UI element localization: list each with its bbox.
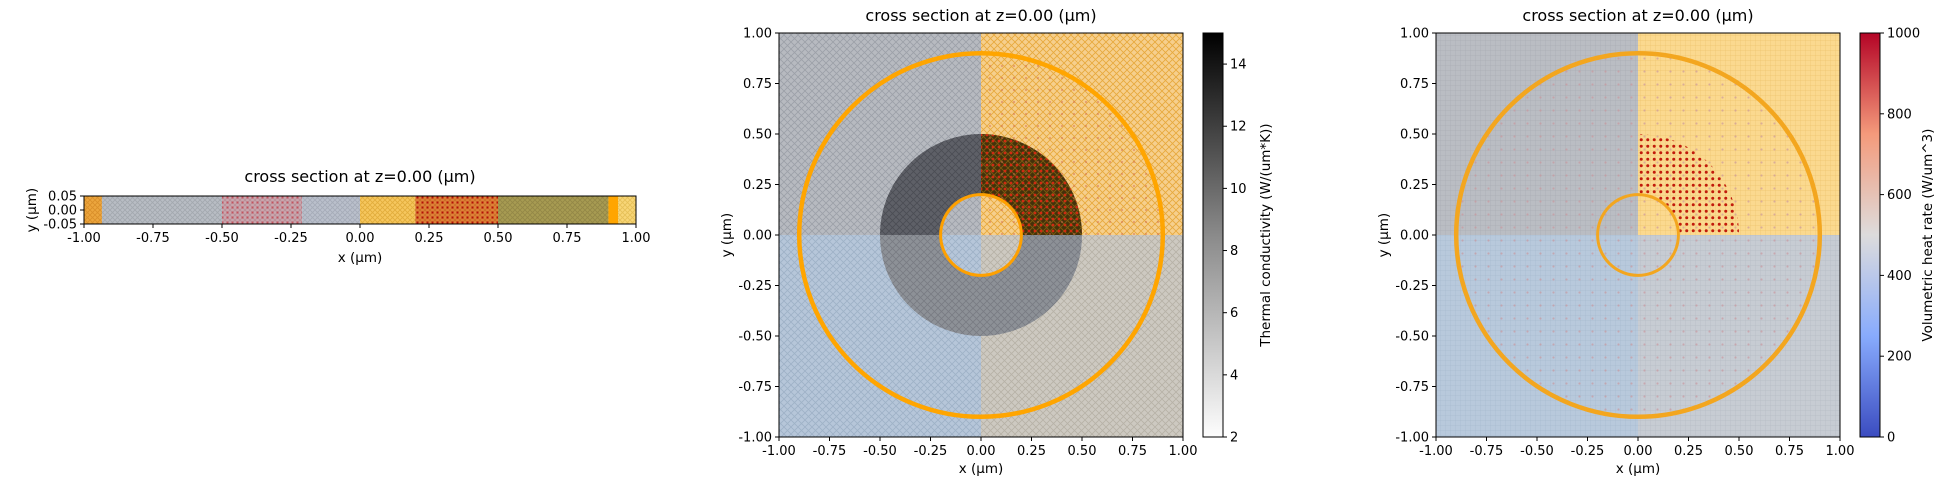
colorbar	[1203, 33, 1223, 437]
chart2-ylabel: y (μm)	[718, 212, 735, 258]
strip-segment-dots	[415, 196, 498, 224]
x-tick-label: -0.50	[205, 231, 239, 246]
x-tick-label: -0.50	[863, 444, 897, 459]
strip-segment-dots	[222, 196, 303, 224]
x-tick-label: -1.00	[1419, 444, 1453, 459]
colorbar-tick-label: 10	[1230, 182, 1247, 197]
strip-segment-hatch	[101, 196, 222, 224]
x-tick-label: 1.00	[1826, 444, 1855, 459]
ring-r0.9	[1453, 50, 1823, 420]
y-tick-label: -1.00	[1395, 431, 1429, 446]
x-tick-label: 0.50	[1068, 444, 1097, 459]
y-tick-label: -0.50	[738, 330, 772, 345]
y-tick-label: -0.05	[43, 218, 77, 233]
colorbar-tick-label: 400	[1887, 269, 1912, 284]
y-tick-label: 1.00	[1400, 27, 1429, 42]
x-tick-label: -0.25	[914, 444, 948, 459]
colorbar-tick-label: 0	[1887, 431, 1895, 446]
ring-r0.2	[939, 193, 1023, 277]
colorbar-tick-label: 200	[1887, 350, 1912, 365]
x-tick-label: 0.25	[1674, 444, 1703, 459]
y-tick-label: 0.75	[743, 77, 772, 92]
x-tick-label: -0.25	[1571, 444, 1605, 459]
y-tick-label: -1.00	[738, 431, 772, 446]
y-tick-label: -0.25	[738, 279, 772, 294]
x-tick-label: -1.00	[67, 231, 101, 246]
y-tick-label: 0.00	[743, 229, 772, 244]
strip-segment	[608, 196, 619, 224]
x-tick-label: -0.75	[1470, 444, 1504, 459]
x-tick-label: -1.00	[762, 444, 796, 459]
y-tick-label: 1.00	[743, 27, 772, 42]
dot-field	[1456, 53, 1820, 417]
chart2-xlabel: x (μm)	[958, 461, 1004, 477]
colorbar-tick-label: 2	[1230, 431, 1238, 446]
colorbar-tick-label: 12	[1230, 120, 1247, 135]
chart3-title: cross section at z=0.00 (μm)	[1522, 6, 1754, 25]
x-tick-label: -0.75	[813, 444, 847, 459]
y-tick-label: 0.75	[1400, 77, 1429, 92]
y-tick-label: 0.00	[1400, 229, 1429, 244]
y-tick-label: 0.00	[48, 204, 77, 219]
strip-segment-hatch	[302, 196, 360, 224]
x-tick-label: -0.75	[136, 231, 170, 246]
y-tick-label: -0.50	[1395, 330, 1429, 345]
colorbar-tick-label: 800	[1887, 107, 1912, 122]
colorbar-tick-label: 4	[1230, 368, 1238, 383]
x-tick-label: 0.00	[967, 444, 996, 459]
colorbar-tick-label: 8	[1230, 244, 1238, 259]
x-tick-label: -0.50	[1520, 444, 1554, 459]
annulus-hatch	[981, 235, 1082, 336]
x-tick-label: 0.75	[553, 231, 582, 246]
y-tick-label: -0.75	[738, 380, 772, 395]
ring-r0.2	[1596, 193, 1680, 277]
colorbar-tick-label: 6	[1230, 306, 1238, 321]
chart1-xlabel: x (μm)	[337, 250, 383, 266]
y-tick-label: 0.05	[48, 190, 77, 205]
annulus-hatch	[880, 235, 981, 336]
y-tick-label: 0.50	[743, 128, 772, 143]
x-tick-label: 0.75	[1775, 444, 1804, 459]
x-tick-label: 0.50	[1725, 444, 1754, 459]
chart1-title: cross section at z=0.00 (μm)	[244, 167, 476, 186]
colorbar	[1860, 33, 1880, 437]
strip-segment-hatch	[618, 196, 636, 224]
y-tick-label: 0.25	[743, 178, 772, 193]
chart3-colorbar-label: Volumetric heat rate (W/um^3)	[1919, 128, 1936, 342]
colorbar-tick-label: 1000	[1887, 27, 1920, 42]
y-tick-label: 0.50	[1400, 128, 1429, 143]
colorbar-frame	[1859, 32, 1881, 438]
y-tick-label: -0.75	[1395, 380, 1429, 395]
strip-segment-hatch	[498, 196, 609, 224]
x-tick-label: 0.50	[484, 231, 513, 246]
chart3-xlabel: x (μm)	[1615, 461, 1661, 477]
ring-r0.9	[796, 50, 1166, 420]
colorbar-tick-label: 600	[1887, 188, 1912, 203]
chart2-title: cross section at z=0.00 (μm)	[865, 6, 1097, 25]
chart3-ylabel: y (μm)	[1375, 212, 1392, 258]
chart2-colorbar-label: Thermal conductivity (W/(um*K))	[1257, 123, 1274, 347]
x-tick-label: 0.25	[1017, 444, 1046, 459]
x-tick-label: 0.75	[1118, 444, 1147, 459]
x-tick-label: 1.00	[1169, 444, 1198, 459]
x-tick-label: 1.00	[622, 231, 651, 246]
x-tick-label: 0.00	[1624, 444, 1653, 459]
y-tick-label: 0.25	[1400, 178, 1429, 193]
y-tick-label: -0.25	[1395, 279, 1429, 294]
chart1-ylabel: y (μm)	[23, 187, 40, 233]
x-tick-label: 0.25	[415, 231, 444, 246]
strip-segment-hatch	[360, 196, 416, 224]
colorbar-tick-label: 14	[1230, 58, 1247, 73]
annulus-hatch	[880, 134, 981, 235]
x-tick-label: 0.00	[346, 231, 375, 246]
colorbar-frame	[1202, 32, 1224, 438]
x-tick-label: -0.25	[274, 231, 308, 246]
strip-segment-hatch	[84, 196, 102, 224]
